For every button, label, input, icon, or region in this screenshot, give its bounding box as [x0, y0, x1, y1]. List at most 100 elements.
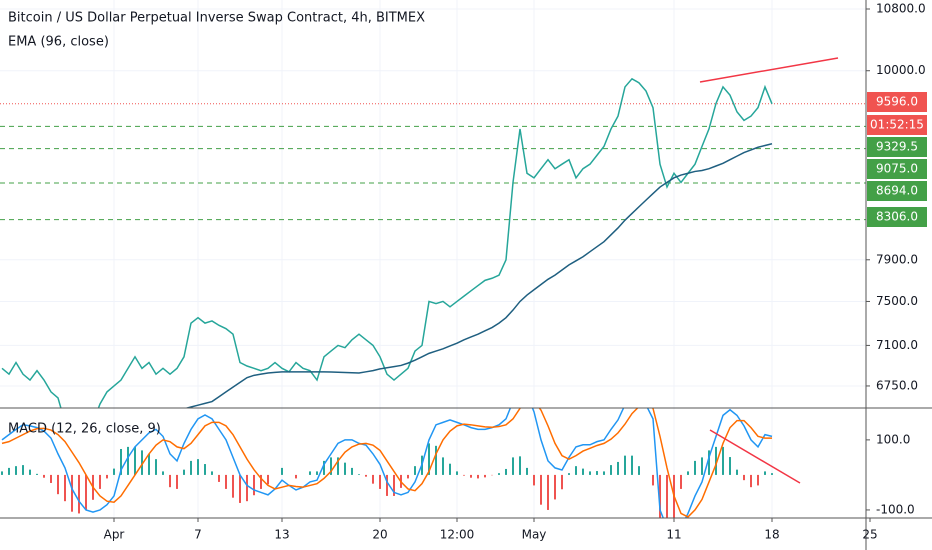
y-tick-label: 7900.0	[876, 252, 918, 266]
histogram-bar	[211, 471, 213, 475]
histogram-bar	[687, 471, 689, 475]
histogram-bar	[596, 471, 598, 475]
histogram-bar	[680, 474, 682, 489]
histogram-bar	[512, 457, 514, 475]
histogram-bar	[29, 469, 31, 475]
x-tick-label: 12:00	[440, 528, 475, 542]
series-line	[1, 77, 773, 408]
macd-pane	[1, 408, 773, 518]
histogram-bar	[554, 474, 556, 500]
histogram-bar	[708, 450, 710, 475]
y-tick-label: 7100.0	[876, 338, 918, 352]
histogram-bar	[582, 468, 584, 475]
histogram-bar	[659, 474, 661, 518]
price-label-box	[867, 137, 927, 157]
y-tick-label: 100.0	[876, 432, 910, 446]
y-tick-label: 10000.0	[876, 63, 926, 77]
x-tick-label: 7	[194, 528, 202, 542]
price-pane	[0, 0, 866, 408]
histogram-bar	[610, 465, 612, 475]
histogram-bar	[603, 471, 605, 475]
histogram-bar	[267, 474, 269, 485]
chart-title: Bitcoin / US Dollar Perpetual Inverse Sw…	[8, 11, 425, 26]
histogram-bar	[505, 468, 507, 475]
histogram-bar	[379, 474, 381, 489]
trend-line	[709, 429, 801, 484]
x-tick-label: 13	[274, 528, 289, 542]
histogram-bar	[568, 473, 570, 475]
histogram-bar	[246, 474, 248, 502]
histogram-bar	[218, 474, 220, 482]
histogram-bar	[134, 446, 136, 475]
histogram-bar	[442, 457, 444, 475]
histogram-bar	[281, 467, 283, 475]
histogram-bar	[351, 467, 353, 475]
y-tick-label: -100.0	[876, 502, 915, 516]
indicator-title: MACD (12, 26, close, 9)	[8, 422, 161, 437]
histogram-bar	[519, 456, 521, 475]
histogram-bar	[757, 474, 759, 486]
histogram-bar	[449, 463, 451, 475]
price-label: 9329.5	[876, 140, 918, 154]
indicator-title: EMA (96, close)	[8, 35, 109, 50]
histogram-bar	[365, 474, 367, 477]
histogram-bar	[533, 474, 535, 486]
price-label-box	[867, 159, 927, 179]
histogram-bar	[715, 446, 717, 475]
histogram-bar	[771, 473, 773, 475]
histogram-bar	[435, 445, 437, 475]
histogram-bar	[337, 457, 339, 475]
histogram-bar	[148, 453, 150, 475]
countdown: 01:52:15	[870, 118, 924, 132]
histogram-bar	[141, 450, 143, 475]
histogram-bar	[120, 448, 122, 475]
histogram-bar	[71, 474, 73, 512]
histogram-bar	[316, 471, 318, 475]
series-line	[1, 408, 772, 518]
histogram-bar	[470, 474, 472, 478]
histogram-bar	[484, 474, 486, 478]
histogram-bar	[78, 474, 80, 514]
histogram-bar	[386, 474, 388, 496]
histogram-bar	[694, 460, 696, 475]
countdown-box	[867, 115, 927, 135]
histogram-bar	[358, 474, 360, 475]
histogram-bar	[15, 466, 17, 475]
histogram-bar	[638, 466, 640, 475]
histogram-bar	[50, 474, 52, 483]
histogram-bar	[498, 473, 500, 475]
histogram-bar	[232, 474, 234, 498]
trend-line	[699, 57, 839, 83]
histogram-bar	[176, 474, 178, 489]
histogram-bar	[701, 457, 703, 475]
histogram-bar	[99, 474, 101, 489]
histogram-bar	[36, 473, 38, 475]
price-label: 9596.0	[876, 95, 918, 109]
histogram-bar	[85, 474, 87, 510]
histogram-bar	[729, 457, 731, 475]
histogram-bar	[407, 474, 409, 479]
histogram-bar	[540, 474, 542, 505]
histogram-bar	[624, 455, 626, 475]
histogram-bar	[456, 471, 458, 475]
x-tick-label: 25	[862, 528, 877, 542]
histogram-bar	[43, 474, 45, 478]
histogram-bar	[253, 474, 255, 496]
price-label: 9075.0	[876, 162, 918, 176]
price-label-box	[867, 92, 927, 112]
histogram-bar	[722, 446, 724, 475]
histogram-bar	[162, 471, 164, 475]
x-tick-label: 18	[764, 528, 779, 542]
histogram-bar	[323, 460, 325, 475]
histogram-bar	[561, 474, 563, 490]
histogram-bar	[1, 471, 3, 475]
y-tick-label: 7500.0	[876, 294, 918, 308]
histogram-bar	[575, 466, 577, 475]
histogram-bar	[113, 468, 115, 475]
y-tick-label: 10800.0	[876, 2, 926, 16]
histogram-bar	[197, 459, 199, 475]
y-tick-label: 6750.0	[876, 378, 918, 392]
price-label-box	[867, 181, 927, 201]
histogram-bar	[8, 467, 10, 475]
